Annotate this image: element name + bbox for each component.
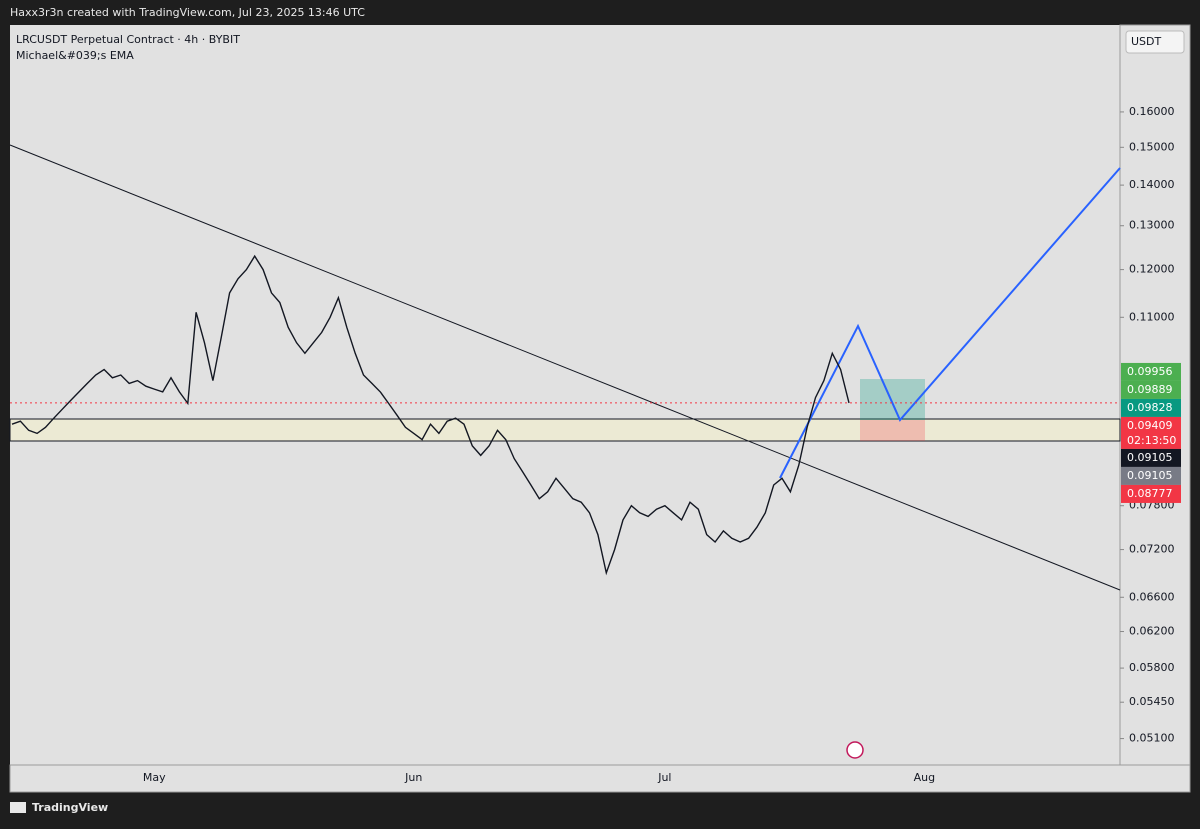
price-tag-label: 0.09409 bbox=[1127, 419, 1173, 432]
footer-brand: TradingView bbox=[32, 801, 108, 814]
y-tick-label: 0.15000 bbox=[1129, 140, 1175, 153]
y-tick-label: 0.05800 bbox=[1129, 661, 1175, 674]
currency-button[interactable] bbox=[1125, 30, 1185, 54]
price-tag bbox=[1121, 466, 1181, 485]
alert-icon[interactable] bbox=[846, 741, 864, 759]
y-tick-label: 0.06600 bbox=[1129, 590, 1175, 603]
y-tick-label: 0.13000 bbox=[1129, 219, 1175, 232]
trendline bbox=[9, 144, 1121, 591]
price-tag bbox=[1121, 362, 1181, 381]
y-tick-label: 0.06200 bbox=[1129, 625, 1175, 638]
marks: 0.16000 0.15000 0.14000 0.13000 0.12000 0.110… bbox=[10, 105, 1181, 784]
projection-path bbox=[779, 167, 1121, 479]
currency: USDT bbox=[1131, 35, 1162, 48]
y-tick-label: 0.07200 bbox=[1129, 543, 1175, 556]
y-tick-label: 0.05450 bbox=[1129, 695, 1175, 708]
price-tag-label: 0.08777 bbox=[1127, 487, 1173, 500]
countdown: 02:13:50 bbox=[1127, 434, 1176, 447]
price-tag-label: 0.09828 bbox=[1127, 401, 1173, 414]
x-tick-label: Jul bbox=[657, 771, 671, 784]
time-axis bbox=[9, 764, 1191, 793]
y-tick-label: 0.05100 bbox=[1129, 732, 1175, 745]
y-tick-label: 0.11000 bbox=[1129, 310, 1175, 323]
indicator-name: Michael&#039;s EMA bbox=[16, 49, 134, 62]
plot-area bbox=[10, 25, 1120, 765]
header-text: Haxx3r3n created with TradingView.com, J… bbox=[10, 6, 365, 19]
x-tick-label: May bbox=[143, 771, 166, 784]
price-line bbox=[11, 254, 850, 576]
y-tick-label: 0.16000 bbox=[1129, 105, 1175, 118]
price-tag bbox=[1121, 398, 1181, 417]
price-tag bbox=[1121, 484, 1181, 503]
price-tag bbox=[1121, 416, 1181, 449]
target-zone bbox=[860, 379, 925, 420]
price-tag bbox=[1121, 380, 1181, 399]
brand-logo bbox=[10, 802, 26, 813]
x-tick-label: Aug bbox=[914, 771, 935, 784]
stop-zone bbox=[860, 420, 925, 441]
y-tick-label: 0.12000 bbox=[1129, 263, 1175, 276]
support-zone bbox=[9, 418, 1121, 442]
price-tag bbox=[1121, 448, 1181, 467]
x-tick-label: Jun bbox=[404, 771, 422, 784]
y-tick-label: 0.14000 bbox=[1129, 178, 1175, 191]
price-tag-label: 0.09105 bbox=[1127, 469, 1173, 482]
price-tag-label: 0.09956 bbox=[1127, 365, 1173, 378]
price-tag-label: 0.09105 bbox=[1127, 451, 1173, 464]
price-tag-label: 0.09889 bbox=[1127, 383, 1173, 396]
symbol-title: LRCUSDT Perpetual Contract · 4h · BYBIT bbox=[16, 33, 240, 46]
